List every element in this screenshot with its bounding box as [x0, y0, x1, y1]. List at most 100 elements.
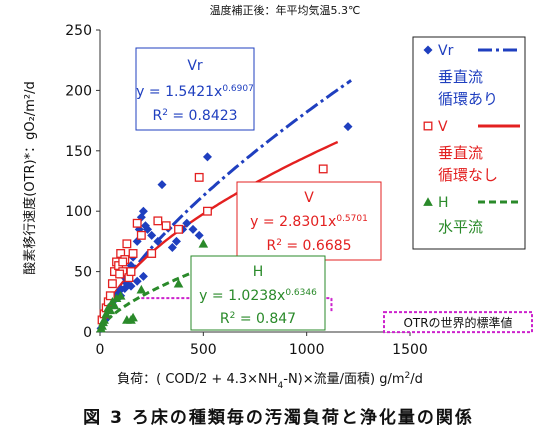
point-v [118, 257, 128, 267]
x-axis-label-part: /d [410, 372, 423, 387]
x-tick-label: 500 [190, 342, 217, 358]
x-tick-label: 1500 [392, 342, 428, 358]
point-v [107, 279, 117, 289]
point-vr [194, 230, 204, 240]
x-axis-label-part: 負荷：( COD/2 + 4.3×NH [117, 372, 277, 387]
x-tick-label: 0 [96, 342, 105, 358]
point-vr [343, 122, 353, 132]
r2-superscript: 2 [230, 311, 236, 321]
point-v [318, 164, 328, 174]
point-vr [202, 152, 212, 162]
r2-value: = 0.8423 [168, 108, 238, 124]
legend-desc-v: 循環なし [438, 166, 498, 184]
point-h [115, 290, 126, 300]
equation-box-vr [135, 47, 255, 131]
equation-formula-text: y = 2.8301x [250, 214, 336, 230]
fit-curve-vr [99, 79, 352, 327]
x-axis-label: 負荷：( COD/2 + 4.3×NH4-N)×流量/面積) g/m2/d [117, 371, 423, 391]
equation-r2-h: R2 = 0.847 [220, 311, 296, 327]
point-vr [157, 180, 167, 190]
r2-letter: R [152, 108, 162, 124]
equation-formula-v: y = 2.8301x0.5701 [250, 214, 368, 230]
equation-formula-text: y = 1.5421x [136, 84, 222, 100]
x-tick-label: 1000 [289, 342, 325, 358]
point-v [174, 224, 183, 234]
point-h [198, 239, 209, 248]
legend-desc-h: 水平流 [438, 218, 483, 236]
point-vr [171, 236, 181, 246]
chart-title: 温度補正後：年平均気温5.3℃ [210, 3, 361, 17]
point-v [128, 249, 138, 258]
y-tick-label: 50 [74, 265, 92, 281]
equation-box-v [236, 181, 382, 261]
point-h [111, 293, 122, 303]
legend-label-v: V [438, 119, 448, 135]
x-axis-label-part: 4 [278, 381, 284, 391]
point-v [122, 239, 132, 249]
equation-box-h [190, 255, 326, 331]
point-v [132, 218, 142, 228]
fit-curves [99, 79, 352, 331]
r2-value: = 0.6685 [282, 238, 352, 254]
point-h [99, 315, 109, 324]
point-h [105, 305, 116, 315]
legend-desc-vr: 垂直流 [438, 68, 483, 86]
point-v [194, 172, 204, 182]
point-vr [132, 276, 142, 286]
equation-r2-vr: R2 = 0.8423 [152, 108, 237, 124]
legend-marker-h [423, 197, 433, 206]
point-vr [120, 284, 130, 294]
point-v [153, 216, 163, 226]
y-axis-label: 酸素移行速度(OTR)*：gO₂/m²/d [22, 81, 38, 274]
chart: 温度補正後：年平均気温5.3℃ 酸素移行速度(OTR)*：gO₂/m²/d 0 5… [22, 3, 533, 391]
equation-r2-v: R2 = 0.6685 [266, 238, 351, 254]
legend-desc-vr: 循環あり [438, 90, 498, 108]
equation-name-v: V [304, 190, 314, 206]
equation-name-vr: Vr [187, 58, 203, 74]
point-vr [182, 218, 192, 228]
point-vr [188, 224, 198, 234]
point-h [128, 312, 138, 322]
fit-curve-h [99, 260, 221, 331]
tick-labels: 0 50 100 150 200 250 0 500 1000 1500 [65, 23, 428, 358]
point-v [115, 269, 125, 279]
point-vr [138, 206, 148, 216]
equation-formula-h: y = 1.0238x0.6346 [199, 288, 317, 304]
x-axis-label-part: -N)×流量/面積) g/m [283, 372, 404, 387]
equation-exponent: 0.6346 [285, 288, 317, 298]
equation-formula-vr: y = 1.5421x0.6907 [136, 84, 254, 100]
equation-exponent: 0.6907 [222, 84, 254, 94]
y-tick-label: 250 [65, 23, 92, 39]
r2-letter: R [266, 238, 276, 254]
legend-label-h: H [438, 195, 449, 211]
legend-marker-vr [423, 45, 433, 55]
r2-value: = 0.847 [235, 311, 296, 327]
equation-exponent: 0.5701 [336, 214, 368, 224]
x-axis-label-part: 2 [405, 371, 411, 381]
r2-letter: R [220, 311, 230, 327]
point-vr [138, 271, 148, 281]
point-v [126, 267, 136, 277]
equation-formula-text: y = 1.0238x [199, 288, 285, 304]
y-tick-label: 100 [65, 204, 92, 220]
point-v [203, 206, 212, 216]
r2-superscript: 2 [162, 108, 168, 118]
point-vr [147, 230, 157, 240]
y-tick-label: 150 [65, 144, 92, 160]
point-h [173, 278, 184, 288]
legend-label-vr: Vr [438, 43, 454, 59]
point-h [136, 284, 147, 294]
point-h [109, 300, 120, 310]
legend-box [412, 36, 526, 250]
point-v [105, 291, 115, 301]
figure-caption: 図 3 ろ床の種類毎の汚濁負荷と浄化量の関係 [83, 408, 474, 428]
legend-marker-v [423, 121, 433, 131]
point-v [147, 249, 157, 258]
r2-superscript: 2 [276, 238, 282, 248]
reference-label-box [383, 311, 533, 334]
fit-curve-v [99, 140, 339, 326]
reference-label: OTRの世界的標準値 [403, 315, 512, 330]
y-tick-label: 200 [65, 83, 92, 99]
